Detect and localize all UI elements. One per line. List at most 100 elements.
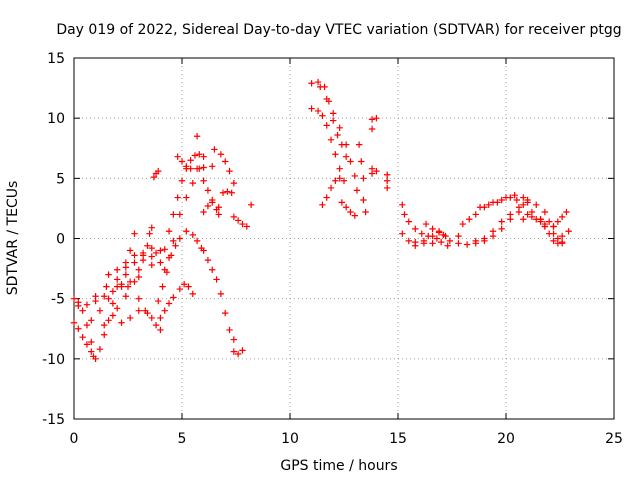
- series-arc-n: [157, 281, 196, 322]
- data-point: [330, 110, 337, 117]
- data-point: [189, 231, 196, 239]
- data-point: [217, 290, 225, 298]
- data-point: [565, 228, 572, 235]
- series-arc-z: [247, 201, 255, 209]
- data-point: [355, 141, 363, 148]
- data-point: [317, 83, 324, 91]
- data-point: [165, 300, 173, 307]
- data-point: [422, 220, 430, 228]
- data-point: [103, 283, 110, 290]
- data-point: [418, 230, 425, 237]
- data-point: [219, 189, 227, 196]
- x-tick-label: 20: [497, 431, 515, 447]
- data-point: [239, 347, 246, 354]
- data-point: [189, 290, 196, 298]
- data-point: [314, 107, 322, 115]
- series-arc-ah: [368, 165, 380, 177]
- data-point: [135, 295, 142, 302]
- data-point: [83, 301, 91, 308]
- x-tick-label: 5: [178, 431, 187, 447]
- data-point: [105, 271, 112, 278]
- data-point: [161, 266, 168, 273]
- series-arc-aj: [399, 201, 441, 242]
- data-point: [550, 223, 557, 230]
- data-point: [83, 321, 91, 329]
- data-point: [70, 319, 78, 326]
- data-point: [170, 211, 177, 218]
- data-point: [148, 224, 155, 231]
- series-arc-ar: [537, 218, 566, 247]
- x-tick-label: 10: [281, 431, 299, 447]
- data-point: [360, 196, 367, 204]
- data-point: [92, 293, 99, 300]
- data-point: [159, 283, 166, 290]
- series-arc-a: [70, 295, 112, 363]
- data-point: [384, 171, 391, 178]
- data-point: [520, 201, 527, 209]
- data-points: [70, 78, 572, 363]
- data-point: [489, 232, 497, 240]
- data-point: [178, 158, 186, 165]
- data-point: [323, 122, 330, 129]
- data-point: [463, 241, 471, 248]
- data-point: [342, 141, 350, 148]
- data-point: [228, 189, 235, 196]
- data-point: [131, 230, 138, 237]
- data-point: [362, 208, 369, 216]
- data-point: [211, 146, 218, 153]
- series-arc-u: [211, 146, 238, 187]
- data-point: [438, 238, 445, 246]
- series-arc-al: [412, 237, 451, 249]
- data-point: [368, 165, 376, 172]
- data-point: [373, 114, 380, 122]
- data-point: [455, 232, 462, 240]
- data-point: [83, 341, 91, 348]
- data-point: [168, 252, 175, 259]
- series-arc-d: [88, 244, 155, 324]
- data-point: [150, 173, 158, 181]
- data-point: [353, 187, 361, 194]
- data-point: [476, 204, 484, 211]
- data-point: [342, 204, 350, 211]
- data-point: [144, 309, 151, 317]
- data-point: [105, 295, 112, 302]
- series-arc-j: [139, 254, 173, 269]
- series-arc-g: [114, 224, 155, 312]
- data-point: [507, 216, 514, 223]
- data-point: [537, 216, 544, 223]
- data-point: [122, 271, 130, 278]
- data-point: [200, 153, 207, 160]
- series-arc-an: [455, 194, 549, 240]
- data-point: [96, 346, 104, 353]
- data-point: [148, 314, 155, 322]
- x-tick-labels: 0 5 10 15 20 25: [70, 431, 623, 447]
- data-point: [515, 208, 523, 216]
- data-point: [183, 163, 190, 170]
- grid-lines: [74, 58, 614, 419]
- data-point: [550, 237, 557, 245]
- data-point: [191, 152, 199, 159]
- data-point: [131, 252, 138, 259]
- data-point: [455, 240, 462, 247]
- series-arc-y: [230, 347, 246, 358]
- data-point: [360, 175, 367, 182]
- series-arc-o: [161, 153, 207, 273]
- data-point: [334, 131, 341, 139]
- data-point: [513, 196, 520, 204]
- data-point: [88, 338, 95, 346]
- data-point: [230, 213, 238, 221]
- y-tick-label: -15: [42, 412, 65, 428]
- data-point: [200, 164, 207, 171]
- data-point: [563, 208, 570, 216]
- y-tick-label: -5: [51, 292, 65, 308]
- data-point: [170, 237, 177, 245]
- data-point: [185, 283, 192, 290]
- data-point: [554, 240, 562, 247]
- data-point: [498, 225, 505, 233]
- data-point: [222, 158, 229, 165]
- data-point: [472, 240, 479, 247]
- data-point: [183, 194, 190, 201]
- series-arc-ac: [317, 83, 361, 194]
- data-point: [472, 211, 479, 218]
- series-arc-am: [422, 220, 447, 239]
